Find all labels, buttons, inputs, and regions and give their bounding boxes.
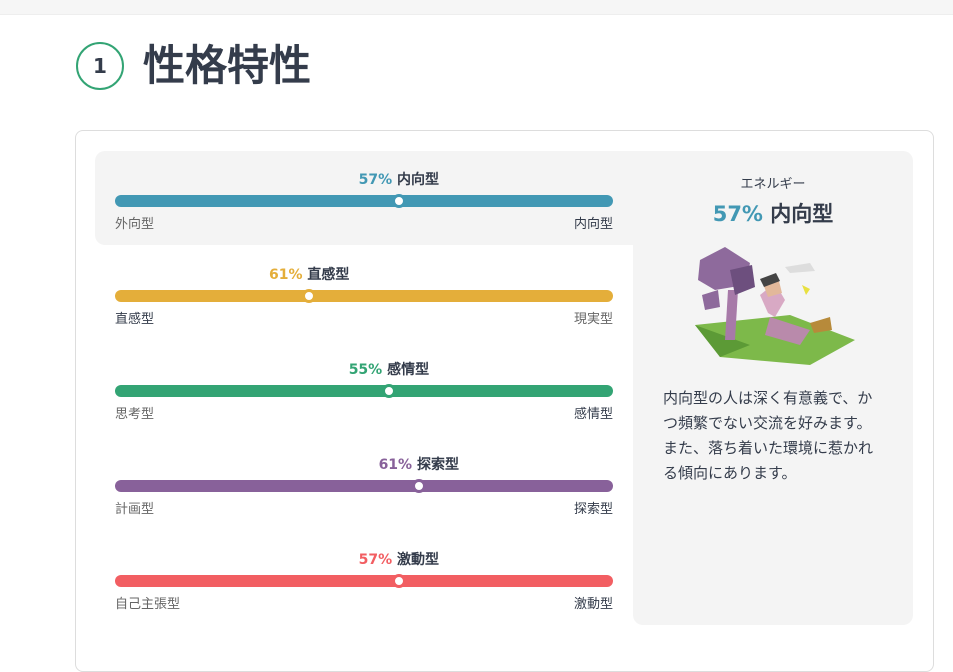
- trait-name: 激動型: [397, 552, 440, 568]
- trait-bar: [115, 195, 613, 207]
- trait-label: 57% 激動型: [359, 549, 439, 569]
- panel-heading: エネルギー: [740, 177, 806, 192]
- left-label: 直感型: [115, 312, 155, 327]
- panel-value: 57% 内向型: [633, 198, 913, 228]
- left-label: 外向型: [115, 217, 155, 232]
- trait-percent: 57%: [358, 552, 393, 568]
- trait-percent: 57%: [358, 172, 393, 188]
- section-number: 1: [76, 42, 124, 90]
- panel-type: 内向型: [770, 202, 834, 226]
- trait-label: 61% 探索型: [379, 454, 459, 474]
- trait-bar: [115, 575, 613, 587]
- trait-bar: [115, 290, 613, 302]
- trait-marker: [391, 194, 406, 208]
- trait-name: 感情型: [387, 362, 430, 378]
- section-title: 性格特性: [143, 41, 312, 90]
- top-bar: [0, 0, 953, 15]
- left-label: 思考型: [115, 407, 155, 422]
- left-label: 自己主張型: [115, 597, 181, 612]
- trait-percent: 61%: [269, 267, 303, 283]
- trait-bar: [115, 385, 613, 397]
- right-label: 感情型: [574, 407, 614, 422]
- trait-percent: 55%: [348, 362, 383, 378]
- left-label: 計画型: [115, 502, 155, 517]
- trait-marker: [381, 384, 396, 398]
- trait-marker: [391, 574, 406, 588]
- trait-label: 61% 直感型: [269, 264, 349, 284]
- trait-bar: [115, 480, 613, 492]
- right-label: 現実型: [574, 312, 614, 327]
- detail-panel: [633, 151, 913, 625]
- trait-name: 内向型: [397, 172, 440, 188]
- trait-name: 探索型: [416, 457, 459, 473]
- panel-percent: 57%: [712, 202, 763, 226]
- trait-marker: [302, 289, 317, 303]
- panel-description: 内向型の人は深く有意義で、かつ頻繁でない交流を好みます。また、落ち着いた環境に惹…: [663, 389, 874, 482]
- right-label: 探索型: [574, 502, 614, 517]
- trait-marker: [411, 479, 426, 493]
- right-label: 激動型: [574, 597, 614, 612]
- illustration: [695, 247, 855, 365]
- right-label: 内向型: [574, 217, 614, 232]
- trait-label: 55% 感情型: [349, 359, 429, 379]
- trait-percent: 61%: [378, 457, 413, 473]
- trait-name: 直感型: [307, 267, 350, 283]
- trait-label: 57% 内向型: [359, 169, 439, 189]
